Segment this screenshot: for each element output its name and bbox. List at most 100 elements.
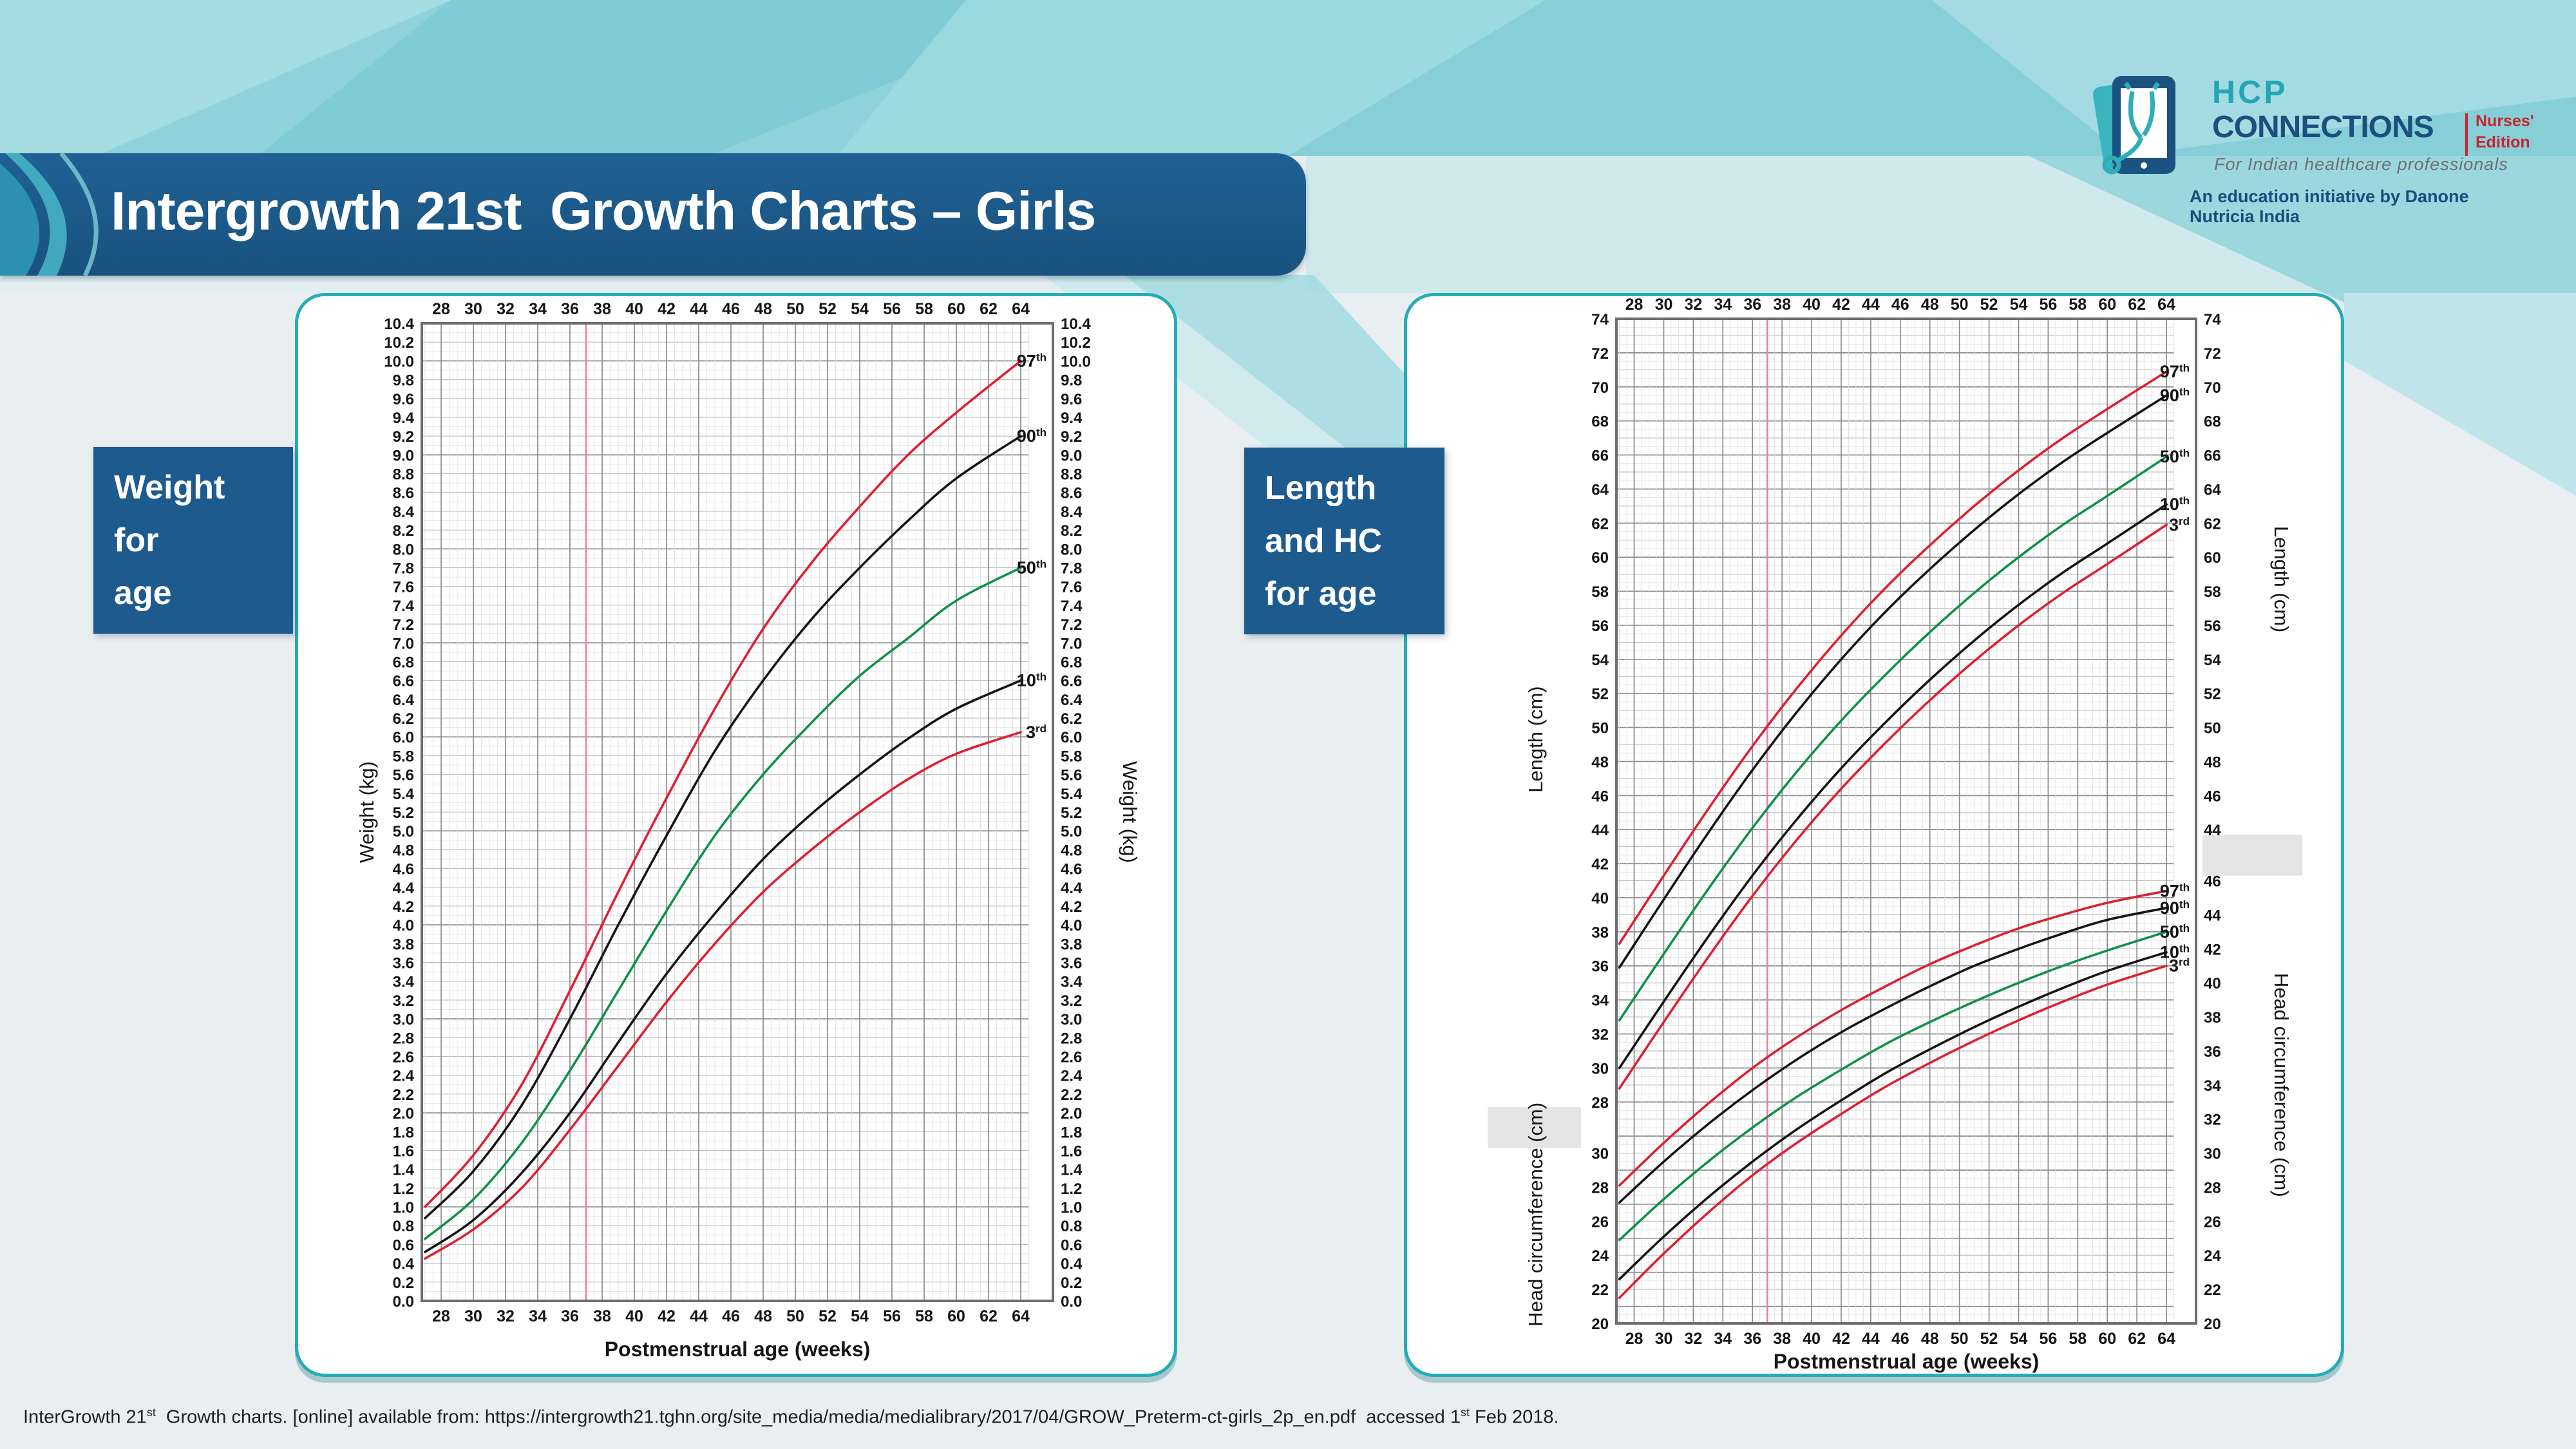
y-tick-right-length: 52 [2204, 686, 2221, 703]
logo-tagline: For Indian healthcare professionals [2214, 155, 2508, 174]
y-tick-right-w: 9.2 [1061, 428, 1082, 446]
y-tick-right-hc: 24 [2204, 1247, 2221, 1265]
y-tick-right-hc: 40 [2204, 975, 2221, 992]
y-tick-right-w: 7.4 [1061, 598, 1083, 615]
y-tick-right-w: 3.6 [1061, 955, 1082, 972]
y-tick-right-w: 2.4 [1061, 1068, 1083, 1085]
y-tick-left-length: 46 [1591, 788, 1609, 805]
y-tick-right-hc: 20 [2204, 1316, 2221, 1333]
y-tick-right-w: 4.0 [1061, 917, 1082, 934]
x-tick-top: 60 [947, 300, 965, 318]
x-tick-bottom: 60 [2098, 1330, 2116, 1348]
y-tick-left-w: 3.2 [393, 992, 414, 1010]
length-hc-chart-card: 97th 90th 50th 10th 3rd 97th 90th 50th 10th 3rd 28… [1404, 293, 2344, 1377]
scale-separator-band [2202, 835, 2302, 876]
y-tick-right-w: 6.6 [1061, 673, 1082, 690]
y-tick-right-hc: 34 [2204, 1077, 2221, 1095]
percentile-label: 50th [1017, 558, 1046, 578]
y-tick-left-length: 74 [1591, 311, 1609, 328]
percentile-curve-HC-97th-centile [1618, 889, 2168, 1187]
percentile-curve-length-10th-centile [1618, 503, 2168, 1070]
y-tick-right-w: 1.6 [1061, 1142, 1082, 1160]
x-tick-bottom: 38 [1773, 1330, 1791, 1348]
y-tick-left-w: 6.6 [393, 673, 414, 690]
y-tick-left-w: 2.4 [393, 1068, 415, 1085]
logo-nurses-edition: Nurses' Edition [2476, 112, 2534, 151]
y-tick-right-length: 48 [2204, 753, 2221, 771]
y-tick-right-hc: 32 [2204, 1112, 2221, 1129]
y-tick-right-w: 6.0 [1061, 729, 1082, 746]
y-tick-right-w: 8.4 [1061, 504, 1083, 521]
x-tick-top: 52 [1980, 296, 1998, 314]
x-tick-top: 34 [1714, 296, 1732, 314]
y-tick-right-w: 3.0 [1061, 1011, 1082, 1028]
y-tick-left-length: 70 [1591, 379, 1609, 397]
y-tick-right-w: 7.0 [1061, 635, 1082, 652]
y-tick-left-w: 8.6 [393, 485, 414, 502]
x-tick-bottom: 30 [1655, 1330, 1673, 1348]
y-tick-right-w: 2.8 [1061, 1030, 1082, 1047]
plot-border [1615, 317, 2197, 1325]
axis-title-right-hc: Head circumference (cm) [2270, 973, 2293, 1197]
y-tick-right-hc: 42 [2204, 941, 2221, 958]
x-tick-bottom: 44 [690, 1307, 708, 1325]
x-tick-bottom: 44 [1862, 1330, 1880, 1348]
y-tick-right-w: 4.4 [1061, 880, 1083, 897]
y-tick-right-w: 3.4 [1061, 974, 1083, 991]
y-tick-left-w: 5.4 [393, 786, 415, 803]
y-tick-left-w: 1.8 [393, 1124, 414, 1141]
y-tick-right-hc: 38 [2204, 1009, 2221, 1027]
y-tick-right-w: 0.6 [1061, 1236, 1082, 1254]
percentile-label: 90th [2160, 386, 2190, 405]
x-tick-bottom: 28 [432, 1307, 450, 1325]
y-tick-left-w: 5.2 [393, 804, 414, 822]
x-tick-bottom: 46 [1891, 1330, 1909, 1348]
y-tick-left-w: 5.8 [393, 748, 414, 765]
y-tick-right-length: 68 [2204, 413, 2221, 431]
y-tick-left-length: 32 [1591, 1027, 1609, 1044]
y-tick-right-hc: 30 [2204, 1146, 2221, 1163]
y-tick-left-w: 10.0 [384, 353, 414, 370]
x-tick-bottom: 52 [1980, 1330, 1998, 1348]
axis-title-left-hc: Head circumference (cm) [1524, 1103, 1547, 1327]
y-tick-right-w: 9.0 [1061, 447, 1082, 464]
x-tick-top: 28 [432, 300, 450, 318]
x-tick-bottom: 34 [529, 1307, 547, 1325]
y-tick-left-length: 48 [1591, 753, 1609, 771]
y-tick-left-w: 7.6 [393, 579, 414, 596]
y-tick-right-hc: 22 [2204, 1282, 2221, 1299]
y-tick-left-w: 1.0 [393, 1199, 414, 1217]
y-tick-left-w: 0.4 [393, 1256, 415, 1273]
y-tick-left-w: 4.0 [393, 917, 414, 934]
banner-wave-decoration [0, 153, 99, 276]
x-tick-top: 32 [497, 300, 515, 318]
x-tick-bottom: 42 [1832, 1330, 1850, 1348]
x-tick-top: 64 [1012, 300, 1030, 318]
x-tick-top: 48 [1921, 296, 1939, 314]
y-tick-left-hc: 30 [1591, 1146, 1609, 1163]
y-tick-right-w: 1.8 [1061, 1124, 1082, 1141]
y-tick-left-w: 4.2 [393, 898, 414, 916]
y-tick-right-w: 8.2 [1061, 522, 1082, 540]
y-tick-right-w: 1.0 [1061, 1199, 1082, 1217]
y-tick-left-w: 0.8 [393, 1218, 414, 1235]
y-tick-right-w: 0.8 [1061, 1218, 1082, 1235]
x-tick-top: 62 [980, 300, 998, 318]
y-tick-right-w: 9.4 [1061, 410, 1083, 427]
x-tick-bottom: 62 [980, 1307, 998, 1325]
y-tick-right-w: 6.4 [1061, 692, 1083, 709]
percentile-curve-length-97th-centile [1618, 370, 2168, 945]
y-tick-right-w: 2.2 [1061, 1086, 1082, 1104]
y-tick-right-w: 6.2 [1061, 710, 1082, 728]
y-tick-right-w: 4.8 [1061, 842, 1082, 859]
x-tick-top: 30 [464, 300, 482, 318]
y-tick-right-w: 5.0 [1061, 823, 1082, 840]
y-tick-left-w: 3.0 [393, 1011, 414, 1028]
x-tick-top: 54 [851, 300, 869, 318]
y-tick-left-hc: 22 [1591, 1282, 1609, 1299]
y-tick-right-length: 44 [2204, 822, 2221, 839]
y-tick-left-w: 6.0 [393, 729, 414, 746]
percentile-label: 3rd [1026, 723, 1046, 742]
x-tick-top: 36 [561, 300, 579, 318]
x-tick-bottom: 48 [1921, 1330, 1939, 1348]
